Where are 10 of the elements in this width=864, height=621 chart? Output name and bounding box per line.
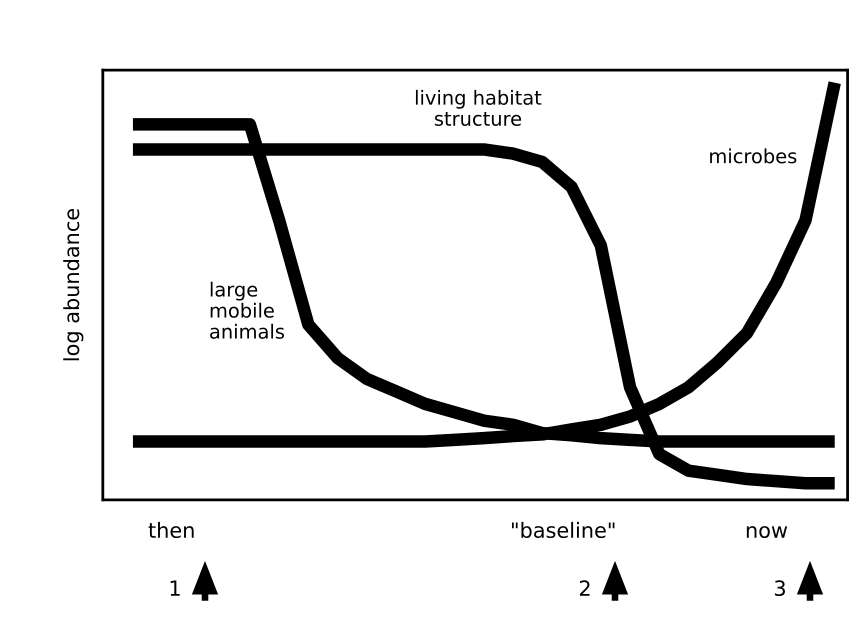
text: then: [148, 522, 194, 538]
y-axis-title: log abundance: [63, 209, 84, 360]
text: 1: [170, 580, 180, 596]
text: now: [746, 526, 788, 538]
series-label: microbes: [710, 148, 796, 164]
text: "baseline": [512, 522, 614, 538]
series-label: large mobile animals: [210, 282, 284, 339]
text: 3: [774, 580, 785, 596]
series-label: living habitat structure: [416, 90, 542, 126]
text: 2: [580, 580, 590, 596]
